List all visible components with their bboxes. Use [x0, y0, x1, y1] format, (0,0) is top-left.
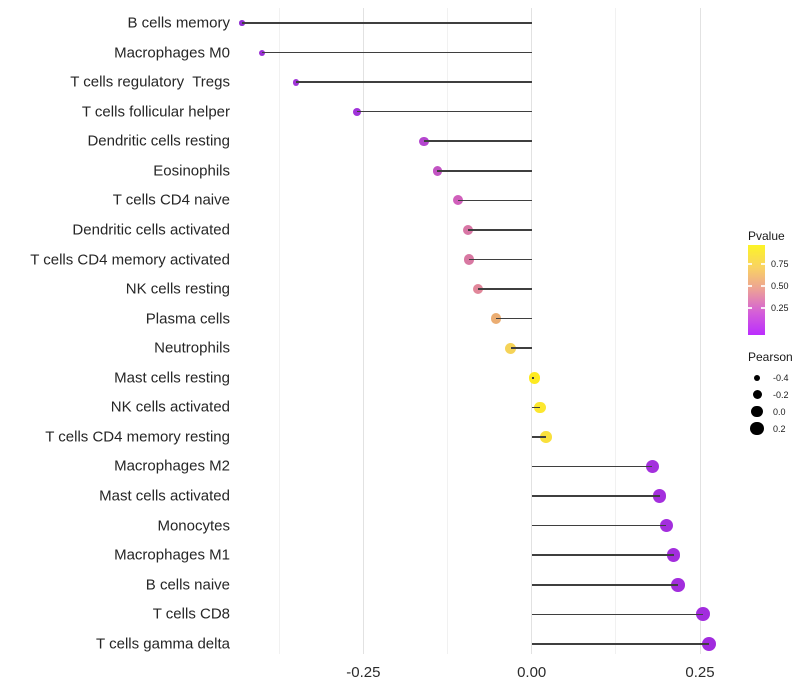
pvalue-colorbar-tick	[761, 284, 765, 287]
lollipop-stem	[531, 406, 540, 409]
y-axis-label: Macrophages M0	[114, 44, 230, 62]
y-axis-label: B cells memory	[127, 14, 230, 32]
y-axis-label: Mast cells resting	[114, 369, 230, 387]
lollipop-stem	[531, 436, 546, 438]
lollipop-dot	[419, 136, 429, 146]
pvalue-colorbar-tick	[761, 306, 765, 309]
y-axis-label: T cells CD4 memory resting	[45, 428, 230, 446]
lollipop-stem	[510, 347, 532, 350]
lollipop-dot	[490, 313, 502, 325]
lollipop-stem	[531, 583, 678, 586]
lollipop-dot	[652, 489, 667, 503]
lollipop-stem	[531, 376, 535, 379]
lollipop-stem	[437, 170, 532, 172]
pearson-legend-label: 0.0	[773, 406, 786, 417]
gridline-major	[699, 8, 701, 654]
pearson-legend-dot	[751, 406, 763, 418]
y-axis-label: Dendritic cells activated	[72, 221, 230, 239]
pearson-legend-dot	[754, 375, 760, 381]
y-axis-label: Plasma cells	[145, 310, 230, 328]
y-axis-label: T cells gamma delta	[96, 635, 230, 653]
lollipop-stem	[531, 613, 703, 616]
lollipop-dot	[239, 20, 245, 26]
y-axis-label: T cells CD8	[152, 605, 230, 623]
y-axis-label: T cells CD4 naive	[112, 191, 230, 209]
lollipop-dot	[670, 577, 685, 592]
lollipop-dot	[659, 518, 674, 533]
y-axis-label: Macrophages M1	[114, 546, 230, 564]
y-axis-label: Eosinophils	[153, 162, 230, 180]
lollipop-stem	[467, 229, 532, 231]
pearson-legend-label: 0.2	[773, 423, 786, 434]
pearson-legend-label: -0.2	[773, 389, 789, 400]
gridline-minor	[615, 8, 617, 654]
pvalue-colorbar-label: 0.25	[771, 302, 789, 313]
pvalue-legend-title: Pvalue	[748, 229, 785, 243]
pearson-legend-title: Pearson	[748, 350, 793, 364]
pvalue-colorbar-label: 0.75	[771, 259, 789, 270]
lollipop-dot	[695, 607, 710, 622]
lollipop-stem	[531, 524, 667, 527]
pearson-legend-dot	[752, 390, 762, 400]
lollipop-stem	[457, 199, 532, 202]
pvalue-colorbar-tick	[761, 263, 765, 266]
lollipop-stem	[242, 22, 532, 24]
pvalue-colorbar-label: 0.50	[771, 280, 789, 291]
lollipop-dot	[645, 459, 659, 474]
lollipop-dot	[702, 636, 717, 651]
y-axis-label: Macrophages M2	[114, 457, 230, 475]
x-axis-tick-label: -0.25	[346, 664, 381, 681]
gridline-minor	[278, 8, 280, 654]
y-axis-label: Monocytes	[157, 517, 230, 535]
y-axis-label: B cells naive	[145, 576, 230, 594]
lollipop-dot	[666, 548, 681, 562]
lollipop-stem	[531, 554, 674, 556]
y-axis-label: Dendritic cells resting	[87, 132, 230, 150]
lollipop-stem	[296, 81, 532, 83]
lollipop-dot	[540, 431, 552, 443]
lollipop-dot	[534, 401, 546, 414]
lollipop-stem	[469, 258, 532, 261]
x-axis-tick-label: 0.25	[685, 664, 715, 681]
pvalue-colorbar-tick	[748, 263, 752, 266]
lollipop-stem	[531, 465, 653, 468]
lollipop-dot	[472, 283, 484, 295]
gridline-minor	[447, 8, 449, 654]
lollipop-stem	[496, 317, 532, 320]
lollipop-dot	[528, 372, 541, 384]
lollipop-stem	[262, 51, 532, 54]
pearson-legend-label: -0.4	[773, 373, 789, 383]
lollipop-stem	[423, 140, 532, 143]
y-axis-label: NK cells resting	[125, 280, 230, 298]
lollipop-dot	[505, 342, 517, 354]
lollipop-stem	[531, 643, 710, 645]
pvalue-colorbar-tick	[748, 306, 752, 309]
gridline-major	[362, 8, 364, 654]
y-axis-label: T cells follicular helper	[81, 103, 230, 121]
y-axis-label: T cells CD4 memory activated	[30, 251, 230, 269]
y-axis-label: Neutrophils	[154, 339, 230, 357]
lollipop-dot	[452, 195, 463, 206]
y-axis-label: NK cells activated	[110, 398, 230, 416]
pearson-legend-dot	[750, 422, 764, 436]
y-axis-label: Mast cells activated	[99, 487, 230, 505]
gridline-major	[531, 8, 533, 654]
x-axis-tick-label: 0.00	[517, 664, 547, 681]
lollipop-stem	[356, 110, 532, 113]
lollipop-stem	[477, 288, 532, 290]
lollipop-stem	[531, 495, 660, 497]
pvalue-colorbar-tick	[748, 284, 752, 287]
pvalue-colorbar-gradient	[748, 245, 765, 335]
y-axis-label: T cells regulatory Tregs	[70, 73, 230, 91]
